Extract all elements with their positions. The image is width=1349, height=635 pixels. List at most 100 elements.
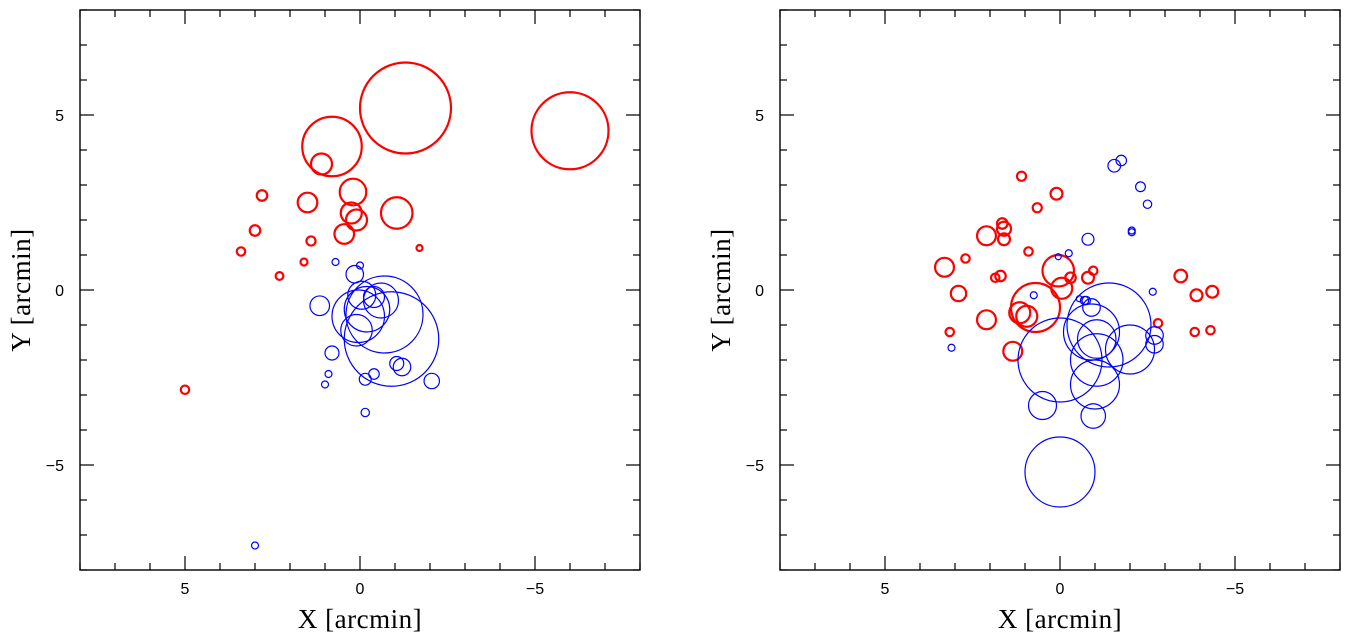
blue-source-circle: [1142, 199, 1153, 210]
red-source-circle: [1205, 324, 1216, 336]
blue-source-circle: [1145, 334, 1164, 354]
blue-source-circle: [368, 368, 380, 380]
data-layer: [179, 61, 610, 550]
y-tick-label: −5: [746, 458, 764, 475]
blue-source-circle: [324, 345, 340, 361]
red-source-circle: [309, 152, 334, 176]
blue-source-circle: [1079, 295, 1090, 306]
blue-source-circle: [358, 372, 372, 386]
x-tick-label: −5: [526, 581, 544, 598]
blue-source-circle: [423, 372, 441, 390]
red-source-circle: [248, 224, 262, 237]
blue-source-circle: [343, 285, 391, 333]
blue-source-circle: [1017, 317, 1103, 403]
blue-source-circle: [1075, 295, 1083, 303]
x-axis-label: X [arcmin]: [298, 604, 422, 634]
blue-source-circle: [1134, 181, 1146, 193]
x-tick-label: 5: [181, 581, 190, 598]
red-source-circle: [996, 232, 1012, 247]
red-source-circle: [1189, 326, 1201, 338]
blue-source-circle: [324, 369, 333, 379]
x-tick-label: 5: [881, 581, 890, 598]
red-source-circle: [1173, 268, 1189, 284]
red-source-circle: [1015, 170, 1028, 182]
red-source-circle: [995, 220, 1013, 237]
blue-source-circle: [1024, 436, 1096, 508]
blue-source-circle: [392, 357, 412, 377]
red-source-circle: [296, 191, 319, 214]
red-source-circle: [994, 269, 1007, 283]
y-tick-label: 5: [755, 108, 764, 125]
red-source-circle: [333, 223, 356, 245]
chart-panel-1: 5 0 −5 5 0 −5 X [arcmin] Y [arcmin]: [6, 9, 641, 634]
red-source-circle: [1008, 301, 1032, 325]
data-layer: [933, 154, 1220, 508]
red-source-circle: [274, 271, 285, 281]
blue-source-circle: [320, 380, 330, 389]
red-source-circle: [1041, 253, 1076, 288]
blue-source-circle: [1069, 359, 1121, 410]
red-source-circle: [179, 384, 191, 396]
blue-source-circle: [1069, 333, 1124, 387]
x-tick-label: −5: [1226, 581, 1244, 598]
red-source-circle: [235, 246, 247, 257]
red-source-circle: [299, 257, 309, 267]
blue-source-circle: [1082, 298, 1101, 317]
y-axis-label: Y [arcmin]: [706, 228, 736, 351]
blue-source-circle: [1029, 291, 1038, 300]
blue-source-circle: [331, 289, 386, 344]
red-source-circle: [975, 225, 998, 247]
y-tick-label: 0: [55, 283, 64, 300]
red-source-circle: [960, 253, 971, 264]
blue-source-circle: [331, 257, 340, 267]
blue-source-circle: [1080, 403, 1107, 429]
red-source-circle: [1050, 276, 1074, 300]
x-tick-label: 0: [1056, 581, 1065, 598]
blue-source-circle: [1076, 319, 1117, 359]
red-source-circle: [358, 61, 453, 155]
red-source-circle: [989, 272, 1001, 284]
blue-source-circle: [345, 264, 365, 284]
red-source-circle: [1080, 270, 1096, 285]
red-source-circle: [1023, 246, 1034, 257]
x-axis-label: X [arcmin]: [998, 604, 1122, 634]
x-tick-label: 0: [356, 581, 365, 598]
blue-source-circle: [1107, 158, 1122, 173]
blue-source-circle: [1115, 154, 1128, 167]
y-tick-label: 0: [755, 283, 764, 300]
red-source-circle: [1049, 186, 1064, 201]
blue-source-circle: [250, 541, 260, 550]
red-source-circle: [944, 326, 956, 338]
red-source-circle: [933, 256, 956, 278]
red-source-circle: [255, 189, 269, 202]
red-source-circle: [344, 208, 369, 232]
blue-source-circle: [1148, 287, 1157, 296]
red-source-circle: [305, 235, 317, 247]
y-tick-label: −5: [46, 458, 64, 475]
blue-source-circle: [1027, 390, 1058, 421]
plot-frame: [779, 9, 1341, 571]
blue-source-circle: [1064, 249, 1073, 258]
y-axis-label: Y [arcmin]: [6, 228, 36, 351]
blue-source-circle: [362, 285, 386, 309]
red-source-circle: [1189, 288, 1204, 303]
blue-source-circle: [347, 280, 377, 310]
blue-source-circle: [389, 355, 405, 372]
red-source-circle: [1205, 284, 1220, 299]
blue-source-circle: [1104, 324, 1156, 375]
red-source-circle: [975, 309, 998, 331]
blue-source-circle: [345, 275, 424, 354]
red-source-circle: [338, 177, 368, 207]
red-source-circle: [379, 196, 414, 230]
red-source-circle: [415, 243, 424, 253]
blue-source-circle: [355, 261, 365, 270]
chart-panel-2: 5 0 −5 5 0 −5 X [arcmin] Y [arcmin]: [706, 9, 1341, 634]
blue-source-circle: [1066, 282, 1152, 368]
red-source-circle: [1064, 271, 1077, 285]
blue-source-circle: [360, 407, 371, 418]
blue-source-circle: [1145, 326, 1164, 345]
blue-source-circle: [1054, 253, 1062, 261]
blue-source-circle: [343, 291, 440, 387]
blue-source-circle: [340, 313, 373, 347]
